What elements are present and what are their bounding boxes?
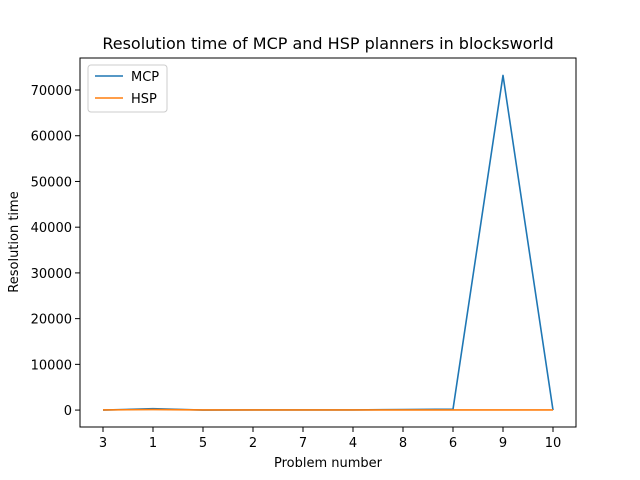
y-tick-label: 10000 bbox=[31, 358, 72, 373]
x-tick-label: 3 bbox=[99, 436, 107, 451]
x-tick-label: 10 bbox=[545, 436, 562, 451]
legend-label-mcp: MCP bbox=[131, 70, 159, 85]
y-tick-label: 20000 bbox=[31, 313, 72, 328]
y-tick-label: 40000 bbox=[31, 221, 72, 236]
y-tick-label: 50000 bbox=[31, 175, 72, 190]
x-tick-label: 7 bbox=[299, 436, 307, 451]
x-tick-label: 8 bbox=[399, 436, 407, 451]
x-tick-label: 9 bbox=[499, 436, 507, 451]
x-tick-label: 2 bbox=[249, 436, 257, 451]
chart-title: Resolution time of MCP and HSP planners … bbox=[102, 34, 553, 53]
plot-frame bbox=[79, 57, 577, 428]
x-tick-label: 5 bbox=[199, 436, 207, 451]
legend: MCP HSP bbox=[87, 64, 168, 113]
legend-label-hsp: HSP bbox=[131, 92, 157, 107]
x-tick-label: 4 bbox=[349, 436, 357, 451]
x-tick-label: 1 bbox=[149, 436, 157, 451]
x-tick-label: 6 bbox=[449, 436, 457, 451]
y-tick-label: 60000 bbox=[31, 130, 72, 145]
y-axis-label: Resolution time bbox=[7, 191, 22, 292]
series-lines bbox=[102, 74, 554, 411]
y-tick-label: 0 bbox=[64, 404, 72, 419]
x-axis-label: Problem number bbox=[274, 456, 383, 471]
y-tick-label: 70000 bbox=[31, 84, 72, 99]
y-tick-label: 30000 bbox=[31, 267, 72, 282]
axes: 3 1 5 2 7 4 8 6 9 10 0 10000 20000 30000 40000 50000 600… bbox=[31, 57, 577, 451]
